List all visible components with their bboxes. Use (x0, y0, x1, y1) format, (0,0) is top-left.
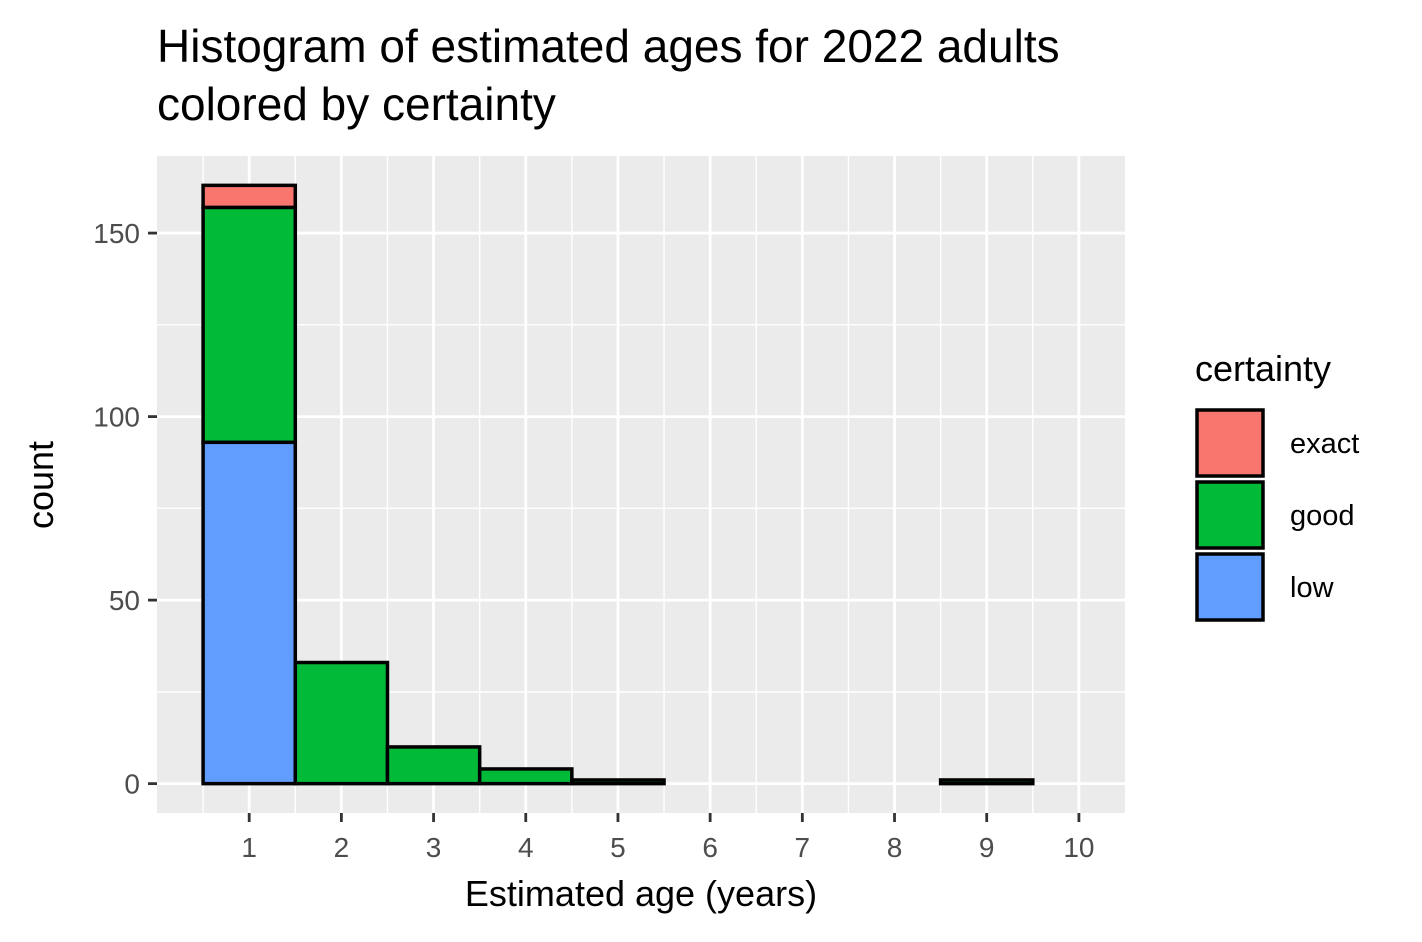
y-tick-label: 0 (124, 769, 140, 800)
legend-label-exact: exact (1290, 428, 1359, 460)
bar-good-2 (293, 660, 390, 786)
x-tick-label: 2 (334, 832, 350, 863)
x-tick-label: 9 (979, 832, 995, 863)
x-tick-label: 7 (795, 832, 811, 863)
bar-low-1 (201, 440, 298, 786)
x-tick-label: 1 (241, 832, 257, 863)
x-axis-ticks: 1 2 3 4 5 6 7 8 9 10 (241, 813, 1094, 863)
x-tick-label: 5 (610, 832, 626, 863)
bar-good-9 (938, 778, 1035, 786)
y-tick-label: 150 (93, 218, 140, 249)
y-tick-label: 100 (93, 402, 140, 433)
legend-title: certainty (1195, 348, 1331, 389)
histogram-bars (201, 183, 1035, 786)
chart-title: Histogram of estimated ages for 2022 adu… (157, 20, 1060, 72)
bar-good-5 (570, 778, 666, 786)
legend-label-low: low (1290, 572, 1335, 604)
x-tick-label: 4 (518, 832, 534, 863)
x-axis-title: Estimated age (years) (465, 873, 817, 914)
legend: certainty exact good low (1195, 348, 1359, 622)
legend-key-low (1195, 552, 1265, 622)
legend-label-good: good (1290, 500, 1355, 532)
y-tick-label: 50 (109, 585, 140, 616)
x-tick-label: 10 (1063, 832, 1094, 863)
chart-subtitle: colored by certainty (157, 78, 556, 130)
bar-good-1 (201, 205, 298, 445)
x-tick-label: 8 (887, 832, 903, 863)
legend-key-good (1195, 480, 1265, 550)
bar-exact-1 (201, 183, 298, 210)
bar-good-3 (385, 745, 482, 786)
x-tick-label: 6 (702, 832, 718, 863)
legend-key-exact (1195, 408, 1265, 478)
y-axis-title: count (20, 441, 61, 529)
x-tick-label: 3 (426, 832, 442, 863)
bar-good-4 (477, 767, 574, 786)
y-axis-ticks: 0 50 100 150 (93, 218, 157, 800)
